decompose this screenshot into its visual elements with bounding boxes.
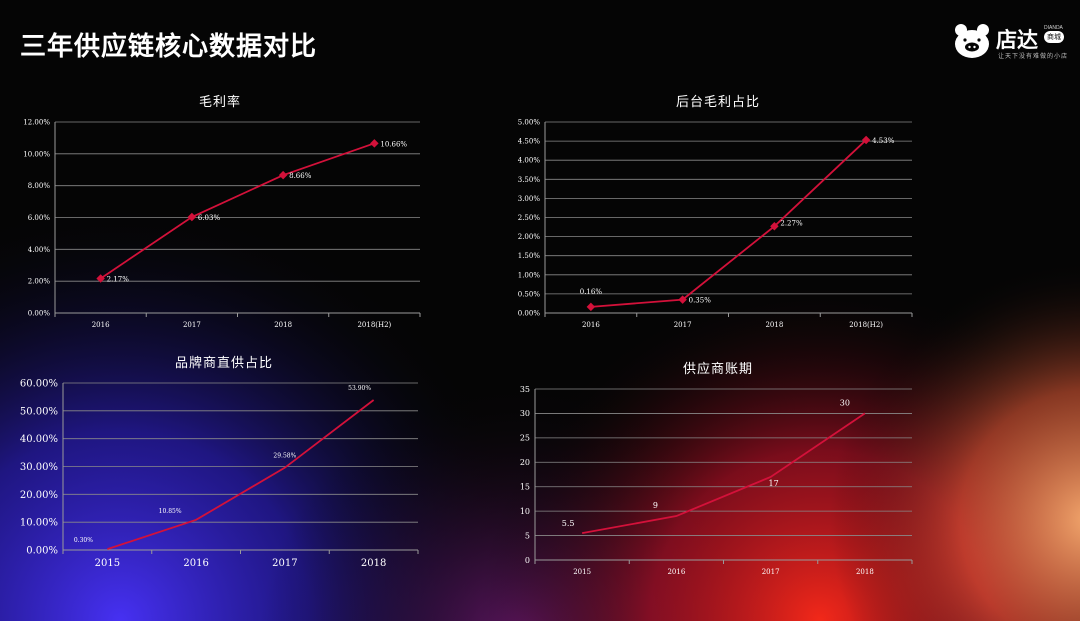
y-tick-label: 15 xyxy=(520,483,530,492)
y-tick-label: 60.00% xyxy=(20,379,58,390)
y-tick-label: 2.00% xyxy=(518,233,541,241)
data-point xyxy=(278,170,288,180)
y-tick-label: 40.00% xyxy=(20,434,58,445)
data-point xyxy=(96,274,105,283)
y-tick-label: 0.00% xyxy=(518,309,541,317)
data-label: 0.30% xyxy=(74,537,93,544)
chart-title: 品牌商直供占比 xyxy=(175,355,273,371)
x-tick-label: 2017 xyxy=(183,321,201,329)
y-tick-label: 20.00% xyxy=(20,490,58,501)
data-label: 4.53% xyxy=(872,137,895,145)
y-tick-label: 1.00% xyxy=(518,271,541,279)
y-tick-label: 5.00% xyxy=(518,118,541,126)
y-tick-label: 25 xyxy=(520,434,530,443)
y-tick-label: 3.50% xyxy=(518,176,541,184)
y-tick-label: 3.00% xyxy=(518,195,541,203)
y-tick-label: 0.00% xyxy=(28,309,51,317)
y-tick-label: 8.00% xyxy=(28,182,51,190)
logo-slogan: 让天下没有难做的小店 xyxy=(998,53,1069,60)
data-label: 9 xyxy=(653,501,658,510)
data-point xyxy=(678,295,687,304)
data-label: 8.66% xyxy=(289,172,312,180)
y-tick-label: 10.00% xyxy=(20,518,58,529)
y-tick-label: 6.00% xyxy=(28,214,51,222)
data-label: 5.5 xyxy=(562,519,575,528)
series-line xyxy=(581,412,866,535)
logo-english: DIANDA xyxy=(1044,25,1063,31)
x-tick-label: 2016 xyxy=(667,568,685,576)
series-line xyxy=(100,142,375,280)
y-tick-label: 4.50% xyxy=(518,138,541,146)
data-label: 17 xyxy=(769,479,779,488)
data-label: 0.16% xyxy=(580,288,603,296)
y-tick-label: 0.50% xyxy=(518,290,541,298)
chart-1: 毛利率 0.00% 2.00% 4.00% 6.00% 8.00% 10.00% 12.00%… xyxy=(23,94,421,329)
data-label: 30 xyxy=(840,398,850,407)
series-line xyxy=(590,139,867,308)
y-tick-label: 20 xyxy=(520,458,530,467)
y-tick-label: 30 xyxy=(520,409,530,418)
data-label: 53.90% xyxy=(348,385,371,392)
y-tick-label: 35 xyxy=(520,385,530,394)
data-label: 2.27% xyxy=(780,219,803,227)
y-tick-label: 30.00% xyxy=(20,462,58,473)
data-point xyxy=(586,302,596,312)
logo-wordmark: 店达 xyxy=(996,28,1038,52)
x-tick-label: 2016 xyxy=(92,321,110,329)
data-point xyxy=(187,212,197,222)
data-label: 2.17% xyxy=(107,275,130,283)
x-tick-label: 2018 xyxy=(765,321,783,329)
x-tick-label: 2017 xyxy=(674,321,692,329)
data-label: 6.03% xyxy=(198,214,221,222)
pig-mascot-icon xyxy=(955,24,989,58)
y-tick-label: 0 xyxy=(525,556,530,565)
x-tick-label: 2016 xyxy=(183,558,208,569)
dianda-logo: 店达 DIANDA 商城 让天下没有难做的小店 xyxy=(952,20,1068,62)
x-tick-label: 2018 xyxy=(361,558,386,569)
y-tick-label: 50.00% xyxy=(20,406,58,417)
series-line xyxy=(107,399,375,551)
y-tick-label: 2.00% xyxy=(28,278,51,286)
data-point xyxy=(370,139,379,148)
y-tick-label: 10 xyxy=(520,507,530,516)
data-label: 10.66% xyxy=(380,140,407,148)
chart-3: 品牌商直供占比 0.00% 10.00% 20.00% 30.00% 40.00% 50.0… xyxy=(20,355,419,569)
y-tick-label: 1.50% xyxy=(518,252,541,260)
data-label: 10.85% xyxy=(159,508,182,515)
y-tick-label: 2.50% xyxy=(518,214,541,222)
y-tick-label: 5 xyxy=(525,531,530,540)
x-tick-label: 2017 xyxy=(762,568,780,576)
chart-2: 后台毛利占比 0.00% 0.50% 1.00% 1.50% 2.00% 2.50% 3.00… xyxy=(518,95,913,329)
data-label: 0.35% xyxy=(689,297,712,305)
y-tick-label: 12.00% xyxy=(23,118,50,126)
x-tick-label: 2018 xyxy=(856,568,874,576)
x-tick-label: 2018(H2) xyxy=(357,321,391,329)
x-tick-label: 2015 xyxy=(573,568,591,576)
chart-title: 后台毛利占比 xyxy=(676,95,760,110)
data-label: 29.58% xyxy=(273,453,296,460)
logo-badge: 商城 xyxy=(1044,31,1064,43)
y-tick-label: 4.00% xyxy=(518,157,541,165)
page-title: 三年供应链核心数据对比 xyxy=(20,32,318,62)
x-tick-label: 2016 xyxy=(582,321,600,329)
chart-4: 供应商账期 0 5 10 15 20 25 30 35 2015 2016 2017 2018 5.5 9 1… xyxy=(520,361,913,576)
y-tick-label: 10.00% xyxy=(23,150,50,158)
chart-title: 毛利率 xyxy=(199,94,241,110)
chart-title: 供应商账期 xyxy=(683,361,753,377)
y-tick-label: 0.00% xyxy=(26,546,58,557)
x-tick-label: 2018 xyxy=(274,321,292,329)
x-tick-label: 2015 xyxy=(95,558,120,569)
x-tick-label: 2017 xyxy=(272,558,297,569)
y-tick-label: 4.00% xyxy=(28,246,51,254)
x-tick-label: 2018(H2) xyxy=(849,321,883,329)
